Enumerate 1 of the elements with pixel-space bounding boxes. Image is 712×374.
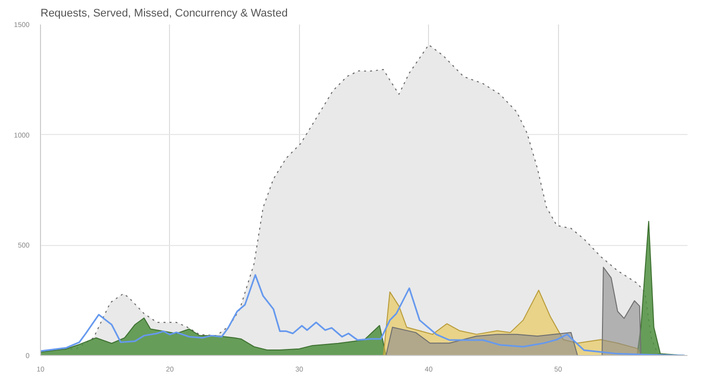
chart-title: Requests, Served, Missed, Concurrency & Wasted <box>40 8 288 20</box>
